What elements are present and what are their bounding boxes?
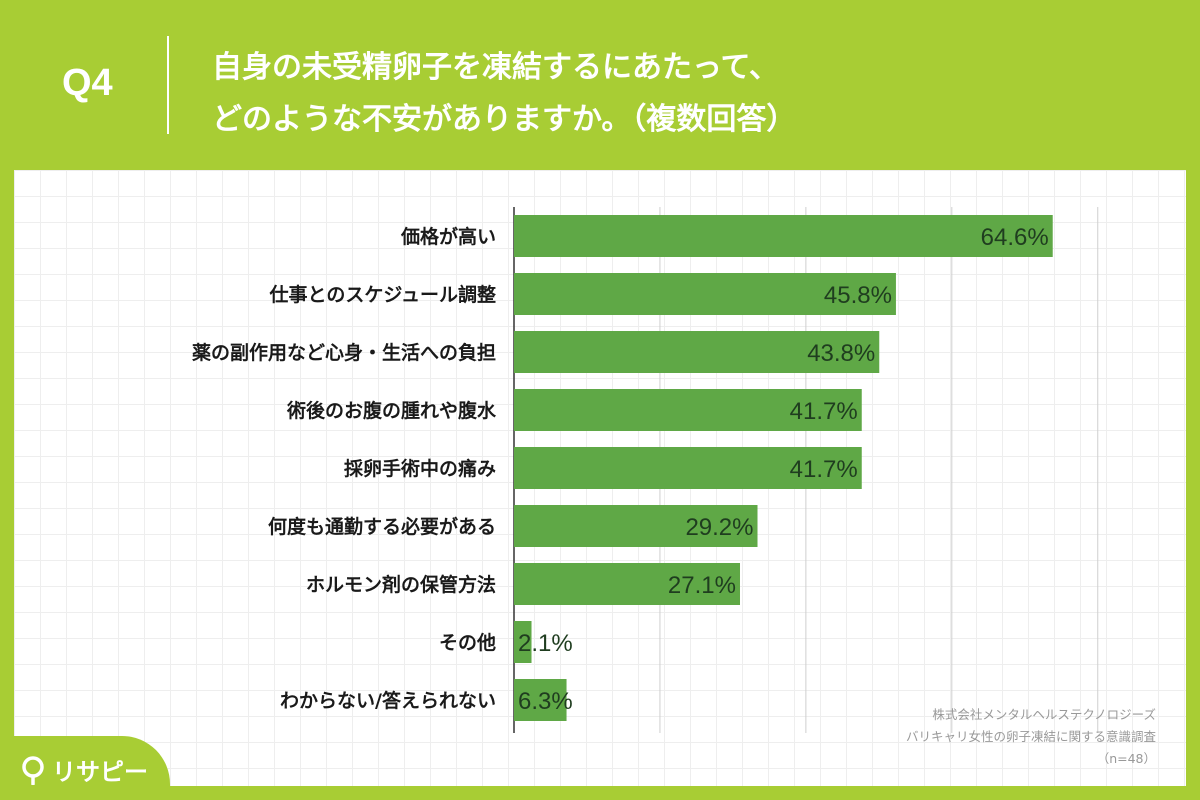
- page-title: 自身の未受精卵子を凍結するにあたって、 どのような不安がありますか。（複数回答）: [212, 42, 796, 146]
- data-label: 29.2%: [685, 514, 753, 541]
- source-sample-size: （n=48）: [1096, 751, 1156, 766]
- location-pin-icon: [22, 755, 44, 785]
- data-label: 2.1%: [518, 630, 573, 657]
- category-label: 仕事とのスケジュール調整: [269, 283, 496, 306]
- category-label: わからない/答えられない: [280, 689, 496, 712]
- logo: リサピー: [20, 752, 148, 787]
- category-label: その他: [439, 631, 496, 654]
- category-label: 価格が高い: [400, 225, 496, 248]
- category-label: 採卵手術中の痛み: [344, 457, 496, 480]
- source-survey: バリキャリ女性の卵子凍結に関する意識調査: [905, 729, 1156, 744]
- category-label: 薬の副作用など心身・生活への負担: [191, 341, 496, 364]
- logo-tab: [0, 736, 170, 800]
- title-line-1: 自身の未受精卵子を凍結するにあたって、: [212, 50, 779, 85]
- logo-text: リサピー: [52, 758, 148, 786]
- header: Q4 自身の未受精卵子を凍結するにあたって、 どのような不安がありますか。（複数…: [0, 0, 1200, 170]
- category-label: 何度も通勤する必要がある: [268, 515, 496, 538]
- data-label: 45.8%: [824, 282, 892, 309]
- category-label: 術後のお腹の腫れや腹水: [286, 399, 497, 422]
- data-label: 41.7%: [790, 456, 858, 483]
- question-label: Q4: [62, 62, 113, 104]
- bar: [514, 215, 1053, 257]
- bar: [514, 679, 567, 721]
- bar: [514, 331, 880, 373]
- data-label: 27.1%: [668, 572, 736, 599]
- bar: [514, 273, 896, 315]
- data-label: 43.8%: [807, 340, 875, 367]
- bar: [514, 447, 862, 489]
- bar: [514, 621, 532, 663]
- data-label: 41.7%: [790, 398, 858, 425]
- header-divider: [167, 36, 169, 134]
- bar: [514, 389, 862, 431]
- data-label: 64.6%: [981, 224, 1049, 251]
- title-line-2: どのような不安がありますか。（複数回答）: [212, 102, 797, 137]
- category-label: ホルモン剤の保管方法: [306, 573, 496, 596]
- bar: [514, 505, 758, 547]
- source-note: 株式会社メンタルヘルステクノロジーズ バリキャリ女性の卵子凍結に関する意識調査 …: [906, 704, 1156, 770]
- bar: [514, 563, 740, 605]
- data-label: 6.3%: [518, 688, 573, 715]
- source-company: 株式会社メンタルヘルステクノロジーズ: [932, 707, 1156, 722]
